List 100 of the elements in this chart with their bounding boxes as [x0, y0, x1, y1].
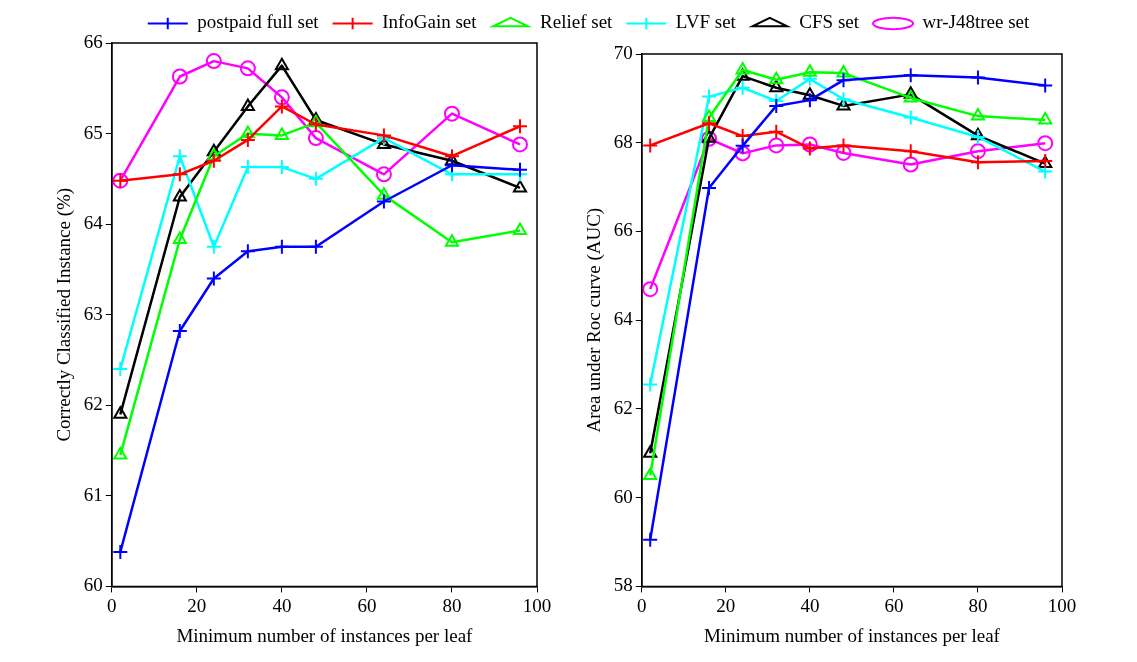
point — [701, 130, 717, 143]
point — [307, 130, 324, 147]
point — [273, 89, 290, 106]
point — [768, 123, 785, 140]
point — [642, 376, 659, 393]
point — [802, 87, 817, 100]
point — [205, 152, 222, 169]
point — [1037, 77, 1054, 94]
y-tick-label: 70 — [613, 41, 633, 63]
point — [701, 179, 718, 196]
point — [835, 91, 852, 108]
y-tick-label: 58 — [613, 574, 633, 596]
point — [375, 193, 392, 210]
point — [376, 187, 391, 200]
y-tick-label: 66 — [83, 30, 103, 52]
point — [903, 89, 918, 103]
point — [443, 157, 460, 174]
point — [171, 148, 188, 165]
point — [239, 243, 256, 260]
legend-label: CFS set — [799, 11, 860, 33]
point — [273, 98, 290, 115]
legend-label: InfoGain set — [382, 11, 478, 33]
point — [836, 65, 851, 78]
point — [171, 68, 188, 85]
point — [701, 109, 717, 122]
point — [112, 543, 129, 560]
point — [643, 467, 658, 480]
point — [1038, 112, 1053, 125]
x-tick-label: 40 — [272, 594, 292, 616]
point — [768, 97, 785, 114]
point — [375, 166, 392, 183]
point — [903, 86, 918, 99]
point — [642, 137, 659, 154]
point — [902, 143, 919, 160]
point — [734, 145, 751, 162]
y-tick-label: 68 — [613, 130, 633, 152]
y-tick-label: 60 — [83, 574, 103, 596]
x-tick-label: 80 — [968, 594, 988, 616]
point — [239, 60, 256, 77]
y-tick-label: 64 — [83, 212, 104, 234]
legend-label: LVF set — [675, 11, 737, 33]
y-tick-label: 61 — [83, 483, 103, 505]
y-tick-label: 62 — [83, 393, 103, 415]
point — [205, 53, 222, 70]
point — [701, 88, 718, 105]
point — [642, 531, 659, 548]
point — [113, 447, 128, 460]
point — [970, 127, 986, 141]
x-tick-label: 20 — [716, 594, 736, 616]
point — [734, 79, 751, 96]
point — [511, 161, 528, 178]
point — [701, 130, 718, 147]
y-tick-label: 66 — [613, 219, 633, 241]
y-tick-label: 65 — [83, 121, 103, 143]
x-tick-label: 60 — [884, 594, 904, 616]
x-tick-label: 0 — [107, 594, 117, 616]
point — [802, 64, 817, 77]
point — [171, 323, 188, 339]
y-tick-label: 63 — [83, 302, 103, 324]
legend-label: postpaid full set — [197, 11, 320, 33]
legend-label: wr-J48tree set — [922, 11, 1030, 33]
point — [307, 238, 324, 255]
point — [512, 222, 528, 235]
point — [444, 234, 460, 247]
legend-label: Relief set — [540, 11, 614, 33]
x-tick-label: 0 — [637, 594, 647, 616]
point — [240, 125, 255, 139]
point — [735, 61, 750, 75]
y-tick-label: 60 — [613, 485, 633, 507]
point — [307, 170, 324, 187]
point — [171, 166, 188, 183]
point — [969, 154, 986, 171]
y-axis-title: Area under Roc curve (AUC) — [583, 207, 606, 433]
point — [206, 148, 221, 161]
x-tick-label: 60 — [357, 594, 377, 616]
point — [1037, 135, 1054, 152]
point — [701, 115, 718, 132]
point — [801, 136, 818, 153]
x-tick-label: 20 — [187, 594, 207, 616]
point — [113, 406, 128, 419]
point — [273, 238, 290, 255]
point — [274, 127, 289, 140]
x-tick-label: 40 — [800, 594, 820, 616]
point — [239, 131, 256, 148]
point — [769, 79, 784, 93]
point — [734, 137, 751, 154]
x-tick-label: 100 — [1047, 594, 1077, 616]
point — [902, 156, 919, 173]
point — [768, 137, 785, 154]
point — [206, 143, 221, 157]
y-tick-label: 64 — [613, 308, 634, 330]
y-axis-title: Correctly Classified Instance (%) — [53, 187, 76, 442]
point — [511, 118, 528, 135]
point — [172, 188, 187, 202]
x-tick-label: 100 — [522, 594, 552, 616]
point — [643, 445, 658, 458]
point — [835, 72, 852, 89]
point — [969, 69, 986, 86]
point — [205, 238, 222, 255]
point — [801, 92, 818, 109]
